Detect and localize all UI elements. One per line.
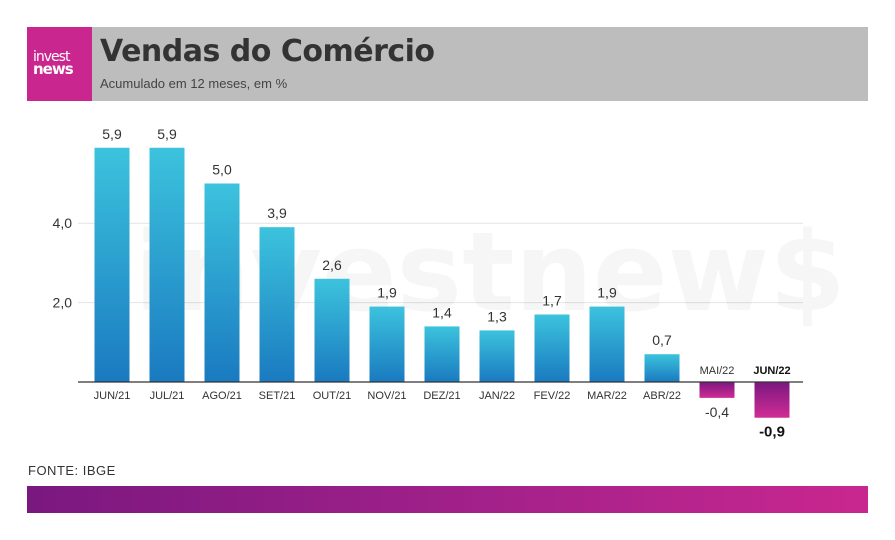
labels-layer: 5,9 JUN/21 5,9 JUL/21 5,0 AGO/21 3,9 SET/21 2,6 O…: [78, 126, 803, 441]
bar: [94, 147, 130, 382]
value-label: 0,7: [652, 332, 672, 348]
logo-line1: invest: [33, 49, 70, 65]
value-label: 1,4: [432, 304, 452, 320]
bar: [149, 147, 185, 382]
bar-chart: 2,04,0 investnew$ 5,9JUN/215,9JUL/215,0A…: [53, 126, 803, 441]
value-label: 1,9: [597, 285, 617, 301]
value-label: 1,9: [377, 285, 397, 301]
category-label: JUN/21: [94, 390, 131, 402]
y-tick-label: 2,0: [53, 295, 73, 311]
value-label: -0,9: [759, 424, 785, 441]
bar: [479, 330, 515, 382]
bar: [754, 382, 790, 418]
category-label: JUL/21: [150, 390, 185, 402]
value-label: 5,0: [212, 162, 232, 178]
category-label: MAR/22: [587, 390, 627, 402]
chart-subtitle: Acumulado em 12 meses, em %: [100, 76, 288, 91]
category-label: JAN/22: [479, 390, 515, 402]
bar: [369, 306, 405, 382]
category-label: FEV/22: [534, 390, 571, 402]
bar: [259, 227, 295, 382]
category-label: JUN/22: [753, 365, 790, 377]
value-label: 5,9: [102, 126, 122, 142]
category-label: AGO/21: [202, 390, 242, 402]
category-label: SET/21: [259, 390, 296, 402]
value-label: 1,7: [542, 293, 562, 309]
value-label: -0,4: [705, 404, 729, 420]
category-label: MAI/22: [700, 365, 735, 377]
bar: [589, 306, 625, 382]
y-tick-label: 4,0: [53, 215, 73, 231]
value-label: 5,9: [157, 126, 177, 142]
bar: [644, 354, 680, 382]
value-label: 3,9: [267, 205, 287, 221]
bar: [699, 382, 735, 398]
value-label: 1,3: [487, 308, 507, 324]
logo-line2: news: [33, 60, 74, 78]
footer-bar: [27, 486, 868, 513]
category-label: NOV/21: [367, 390, 406, 402]
chart-title: Vendas do Comércio: [100, 34, 435, 69]
grid-layer: 2,0 4,0: [53, 215, 803, 311]
header: invest news Vendas do Comércio Acumulado…: [27, 27, 868, 101]
investnews-logo: invest news: [27, 27, 92, 101]
bar: [534, 314, 570, 382]
bar: [204, 183, 240, 382]
bars-layer: [94, 147, 790, 418]
category-label: DEZ/21: [423, 390, 460, 402]
source-note: FONTE: IBGE: [28, 463, 116, 478]
bar: [314, 278, 350, 382]
bar: [424, 326, 460, 382]
category-label: OUT/21: [313, 390, 352, 402]
logo-text: invest news: [33, 49, 74, 78]
category-label: ABR/22: [643, 390, 681, 402]
value-label: 2,6: [322, 257, 342, 273]
